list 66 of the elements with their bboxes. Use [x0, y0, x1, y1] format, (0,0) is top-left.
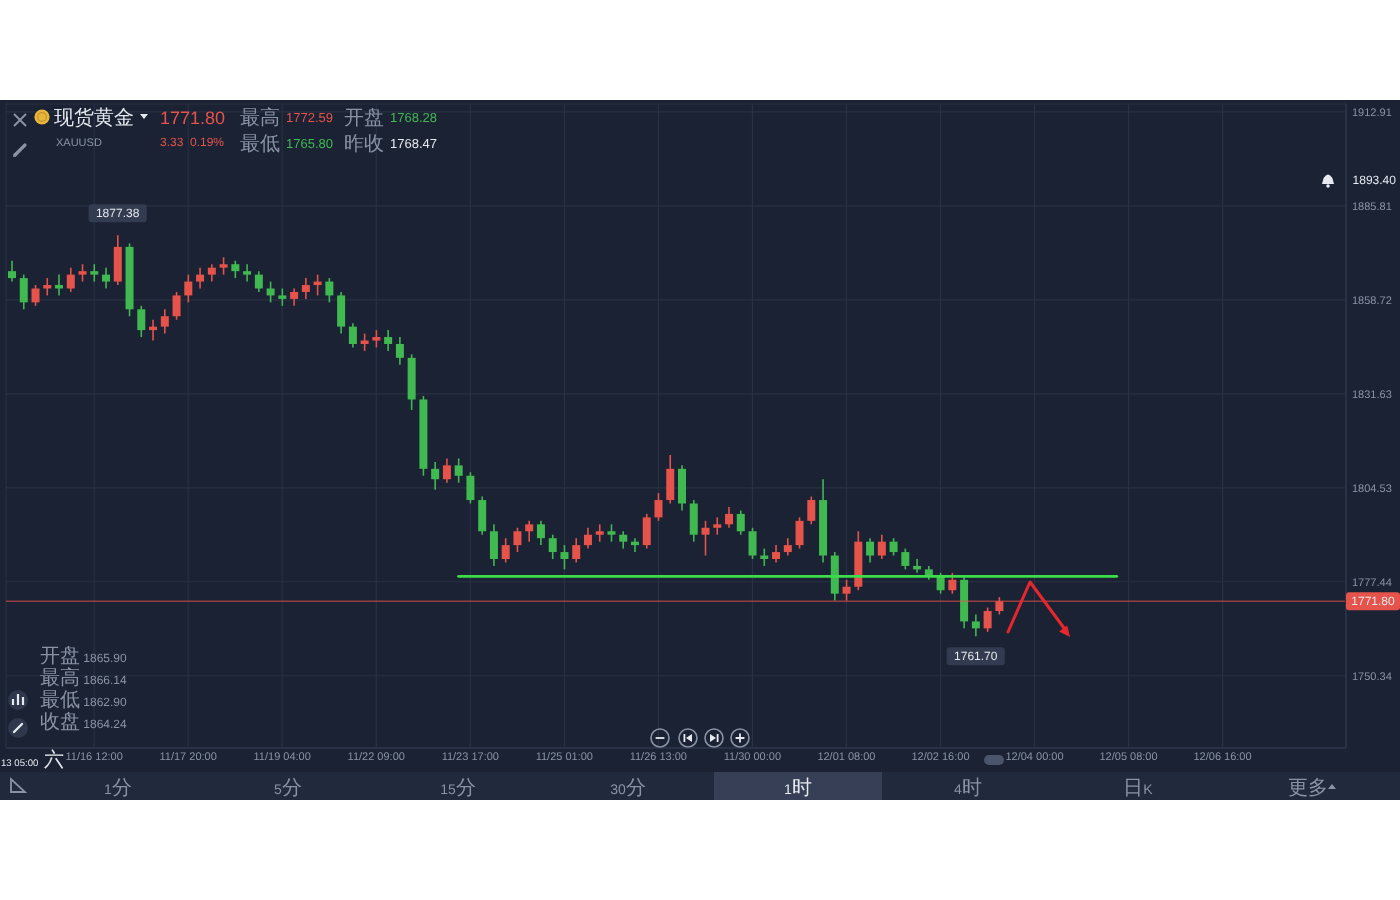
candlestick	[701, 520, 710, 557]
annotation: 昨收	[344, 132, 384, 156]
candlestick	[501, 537, 510, 564]
candlestick	[795, 516, 804, 550]
candlestick	[137, 305, 146, 338]
candlestick	[466, 471, 475, 505]
candlestick	[642, 513, 651, 550]
candlestick	[807, 495, 816, 526]
annotation: 最低	[240, 134, 280, 156]
candlestick	[536, 520, 545, 546]
candlestick	[184, 273, 193, 304]
annotation: 最高	[240, 106, 280, 130]
candlestick	[160, 308, 169, 335]
candlestick	[337, 291, 346, 335]
candlestick	[736, 509, 745, 536]
candlestick	[666, 454, 675, 505]
candlestick	[525, 520, 534, 543]
candlestick	[384, 329, 393, 352]
chart-title: 现货黄金	[54, 106, 134, 130]
candlestick	[572, 537, 581, 564]
candlestick	[713, 516, 722, 536]
candlestick	[113, 234, 122, 286]
candlestick	[877, 533, 886, 560]
candlestick	[748, 526, 757, 560]
candlestick	[901, 547, 910, 571]
candlestick	[654, 492, 663, 522]
candlestick	[960, 575, 969, 630]
candlestick	[102, 266, 111, 290]
candlestick	[407, 353, 416, 411]
candlestick	[395, 336, 404, 366]
annotation: 开盘	[344, 106, 384, 130]
candlestick	[19, 273, 28, 311]
candlestick	[560, 544, 569, 571]
candlestick	[196, 266, 205, 290]
candlestick	[454, 457, 463, 484]
candlestick	[689, 499, 698, 543]
candlestick	[431, 461, 440, 491]
candlestick	[90, 263, 99, 283]
candlestick	[948, 572, 957, 595]
candlestick	[725, 506, 734, 529]
candlestick	[548, 533, 557, 560]
candlestick	[31, 284, 40, 307]
candlestick	[489, 523, 498, 567]
candlestick	[866, 537, 875, 564]
candlestick	[971, 613, 980, 638]
candlestick	[983, 606, 992, 633]
candlestick	[66, 266, 75, 293]
candlestick	[8, 259, 16, 283]
candlestick	[325, 277, 334, 304]
candlestick	[348, 322, 357, 349]
candlestick	[442, 457, 451, 484]
annotation: 1771.80	[160, 108, 226, 128]
candlestick	[254, 270, 263, 293]
candlestick	[301, 277, 310, 300]
candlestick	[842, 579, 851, 602]
candlestick	[478, 495, 487, 536]
candlestick	[583, 526, 592, 550]
candlestick	[266, 280, 275, 304]
candlestick	[595, 523, 604, 543]
candlestick	[678, 464, 686, 512]
candlestick	[854, 530, 863, 592]
candlestick	[243, 263, 252, 283]
candlestick	[830, 551, 839, 602]
candlestick	[513, 526, 522, 553]
text: 更多	[1288, 776, 1328, 800]
candlestick	[172, 291, 181, 321]
